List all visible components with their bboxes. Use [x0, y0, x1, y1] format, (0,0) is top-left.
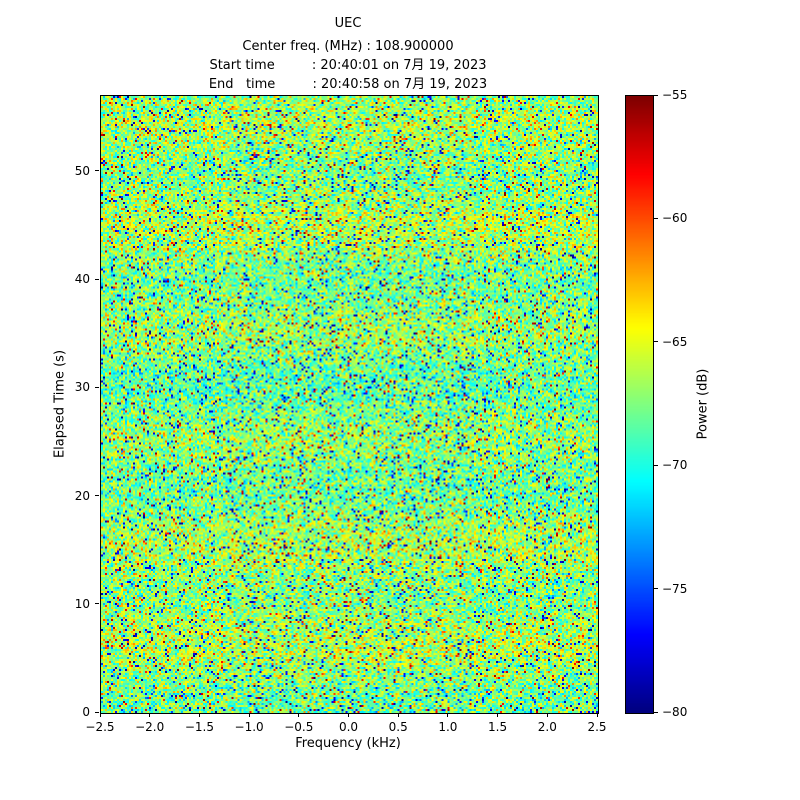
colorbar-tick-label: −65 — [662, 334, 688, 349]
colorbar — [625, 95, 654, 714]
y-tick-mark — [95, 278, 99, 280]
x-tick-label: 0.0 — [338, 720, 359, 734]
x-tick-mark — [198, 713, 200, 717]
subtitle-end-time: End time : 20:40:58 on 7月 19, 2023 — [208, 77, 488, 92]
x-axis-label: Frequency (kHz) — [295, 736, 401, 751]
y-tick-mark — [95, 711, 99, 713]
x-tick-label: −1.5 — [184, 720, 214, 734]
colorbar-tick-mark — [654, 94, 658, 96]
colorbar-label: Power (dB) — [695, 368, 711, 440]
colorbar-tick-mark — [654, 341, 658, 343]
x-tick-mark — [447, 713, 449, 717]
colorbar-tick-mark — [654, 217, 658, 219]
y-tick-mark — [95, 386, 99, 388]
colorbar-tick-label: −80 — [662, 705, 688, 719]
x-tick-label: 1.5 — [488, 720, 508, 734]
x-tick-label: −2.5 — [85, 720, 115, 734]
y-axis-label: Elapsed Time (s) — [52, 349, 68, 459]
x-tick-mark — [248, 713, 250, 717]
x-tick-mark — [596, 713, 598, 717]
x-tick-mark — [348, 713, 349, 717]
colorbar-tick-mark — [654, 711, 658, 713]
x-tick-label: −2.0 — [135, 720, 165, 734]
colorbar-tick-label: −55 — [662, 88, 688, 102]
figure-title: UEC — [334, 16, 362, 31]
colorbar-tick-label: −75 — [662, 581, 688, 596]
x-tick-label: 2.0 — [537, 720, 557, 734]
y-tick-mark — [95, 603, 99, 605]
subtitle-center-freq: Center freq. (MHz) : 108.900000 — [242, 39, 454, 54]
x-tick-label: 1.0 — [438, 720, 458, 734]
y-tick-mark — [95, 495, 99, 496]
y-tick-label: 50 — [74, 163, 90, 178]
x-tick-mark — [149, 713, 151, 717]
colorbar-tick-label: −60 — [662, 211, 688, 226]
colorbar-tick-mark — [654, 464, 658, 466]
heatmap-plot-area — [100, 95, 599, 714]
x-tick-label: 0.5 — [388, 720, 408, 734]
x-tick-mark — [497, 713, 499, 717]
x-tick-label: −0.5 — [284, 720, 314, 734]
subtitle-start-time: Start time : 20:40:01 on 7月 19, 2023 — [209, 58, 487, 73]
x-tick-label: −1.0 — [234, 720, 264, 734]
colorbar-canvas — [626, 96, 653, 713]
x-tick-mark — [99, 713, 101, 717]
colorbar-tick-label: −70 — [662, 458, 688, 473]
x-tick-mark — [298, 713, 300, 717]
heatmap-canvas — [101, 96, 598, 713]
colorbar-tick-mark — [654, 588, 658, 590]
y-tick-label: 30 — [74, 380, 90, 395]
x-tick-mark — [397, 713, 399, 717]
y-tick-label: 20 — [74, 488, 90, 503]
y-tick-label: 0 — [82, 705, 90, 719]
y-tick-mark — [95, 170, 99, 172]
y-tick-label: 40 — [74, 272, 90, 287]
x-tick-label: 2.5 — [587, 720, 607, 734]
x-tick-mark — [546, 713, 548, 717]
y-tick-label: 10 — [74, 596, 90, 611]
